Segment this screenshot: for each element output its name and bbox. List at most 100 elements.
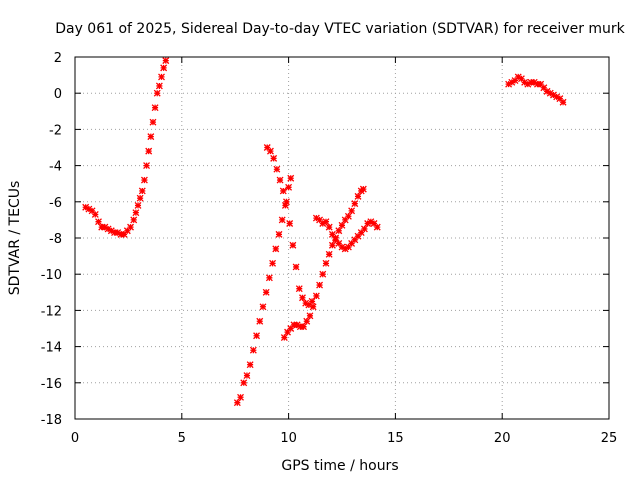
data-point [233, 399, 241, 407]
data-point [286, 220, 294, 227]
data-point [143, 162, 151, 170]
y-tick-label: -6 [49, 196, 62, 211]
data-point [278, 216, 286, 224]
data-series [280, 185, 367, 342]
data-point [138, 187, 146, 195]
data-point [357, 229, 365, 237]
y-tick-label: -8 [49, 232, 62, 247]
data-point [511, 77, 519, 84]
y-tick-label: -12 [41, 304, 62, 319]
data-point [285, 183, 293, 191]
data-point [316, 281, 324, 289]
data-point [335, 239, 343, 247]
data-point [287, 174, 295, 182]
data-point [123, 227, 131, 235]
data-point [335, 227, 343, 235]
data-series [263, 144, 316, 309]
data-point [162, 57, 170, 65]
data-point [354, 192, 362, 200]
data-point [537, 80, 545, 88]
data-markers [82, 57, 567, 407]
x-tick-label: 15 [387, 431, 404, 446]
data-point [325, 223, 333, 231]
y-tick-label: -14 [41, 341, 62, 356]
data-point [546, 89, 554, 97]
data-point [559, 98, 567, 106]
data-point [136, 194, 144, 202]
plot-frame [74, 56, 610, 420]
data-point [521, 78, 529, 86]
data-point [88, 207, 96, 215]
data-point [527, 78, 535, 86]
data-point [95, 218, 102, 226]
data-point [132, 209, 140, 217]
y-tick-label: -16 [41, 377, 62, 392]
data-point [517, 75, 525, 83]
data-point [322, 218, 330, 226]
data-point [556, 95, 564, 103]
data-point [524, 80, 532, 88]
data-point [316, 216, 324, 224]
data-point [98, 223, 106, 231]
data-point [351, 200, 359, 208]
data-point [280, 334, 288, 342]
data-point [149, 118, 157, 126]
data-point [114, 229, 122, 237]
data-point [262, 288, 270, 296]
data-point [266, 147, 274, 155]
data-point [292, 263, 300, 271]
data-point [263, 144, 271, 151]
data-point [306, 312, 314, 320]
data-series [505, 73, 567, 106]
data-point [259, 303, 267, 311]
data-point [85, 205, 93, 213]
data-point [272, 245, 280, 253]
y-tick-label: 0 [54, 87, 62, 102]
data-point [130, 216, 138, 224]
data-point [158, 73, 165, 81]
axis-ticks [74, 56, 610, 420]
data-point [256, 317, 264, 325]
data-point [269, 259, 277, 267]
data-point [151, 104, 159, 112]
data-point [145, 147, 153, 155]
data-point [275, 230, 283, 238]
data-point [360, 225, 368, 233]
x-axis-label: GPS time / hours [281, 458, 398, 474]
data-point [344, 212, 352, 220]
x-tick-label: 10 [280, 431, 297, 446]
data-point [281, 201, 289, 209]
data-point [348, 207, 356, 215]
data-point [319, 270, 327, 278]
data-point [505, 80, 513, 88]
data-point [322, 259, 330, 267]
data-point [312, 292, 320, 300]
data-point [373, 223, 381, 231]
data-point [308, 297, 316, 305]
data-point [338, 221, 346, 229]
grid-lines [75, 57, 609, 419]
data-point [117, 230, 125, 238]
data-point [155, 82, 163, 90]
data-point [302, 299, 310, 307]
data-point [514, 73, 522, 81]
data-point [289, 241, 297, 249]
data-point [344, 243, 352, 251]
data-point [553, 93, 561, 101]
data-point [348, 239, 356, 247]
data-point [543, 87, 551, 95]
data-point [147, 133, 155, 141]
data-point [111, 229, 118, 237]
data-series [233, 174, 295, 407]
data-point [246, 361, 254, 369]
data-point [284, 328, 291, 336]
data-point [354, 232, 362, 240]
data-point [341, 245, 349, 253]
data-point [265, 274, 273, 282]
y-tick-label: 2 [54, 51, 62, 66]
data-point [296, 323, 304, 331]
y-tick-label: -4 [49, 160, 62, 175]
data-point [328, 241, 336, 249]
data-point [293, 321, 301, 329]
